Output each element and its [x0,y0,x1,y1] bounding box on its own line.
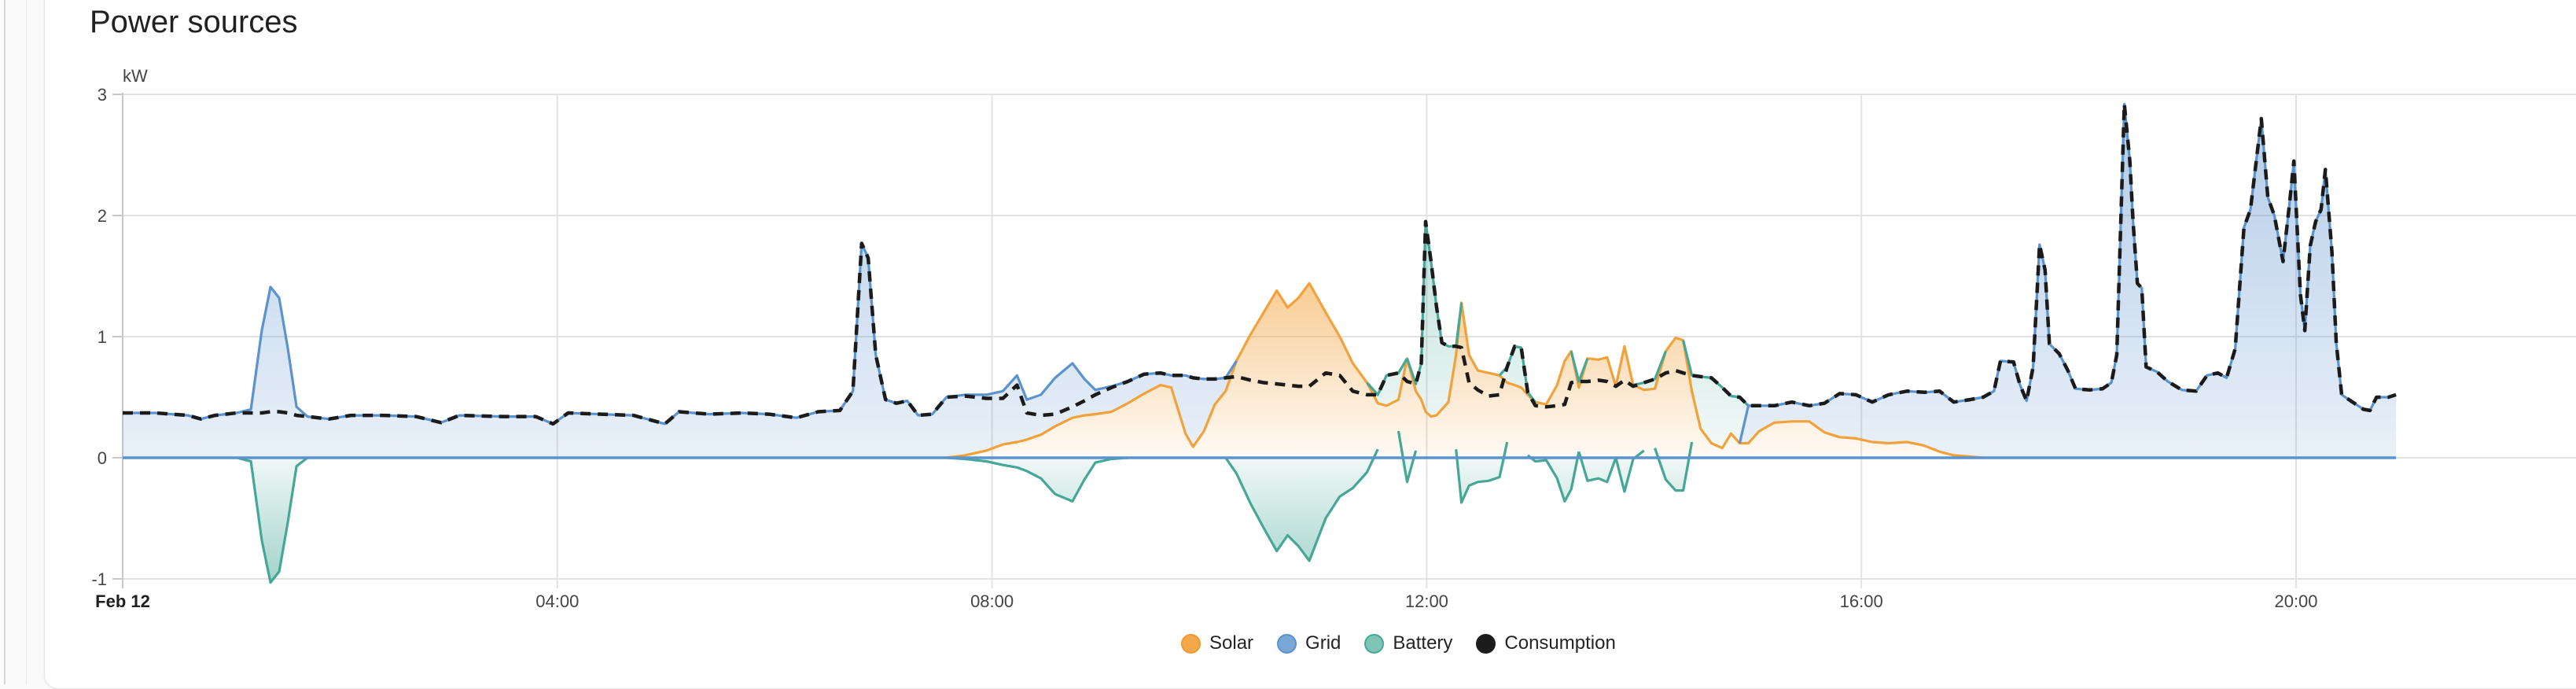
solar-area [123,283,2397,458]
solar-line [946,282,1984,459]
vertical-gridlines [556,94,2297,588]
y-tick-label: -1 [91,569,107,589]
x-axis-labels: 04:00 08:00 12:00 16:00 20:00 Feb 12 [95,591,2317,611]
y-tick-label: 3 [98,85,107,105]
y-axis-labels: 3 2 1 0 -1 [91,85,107,589]
left-divider [4,0,6,684]
x-tick-label: 20:00 [2274,591,2317,611]
solar-legend-dot-icon [1181,633,1201,654]
page-left-edge [0,0,4,684]
consumption-line [123,102,2397,426]
y-tick-label: 0 [98,448,107,468]
x-tick-label: 16:00 [1840,591,1883,611]
left-divider-faint [26,0,27,684]
horizontal-gridlines [123,94,2576,580]
legend-label: Battery [1393,632,1453,654]
y-axis-unit-label: kW [123,66,148,86]
battery-legend-dot-icon [1364,633,1385,654]
chart-legend: Solar Grid Battery Consumption [1181,632,1616,654]
legend-item-grid[interactable]: Grid [1277,632,1341,654]
page-title: Power sources [90,5,298,39]
grid-legend-dot-icon [1277,633,1297,654]
x-tick-label: 12:00 [1405,591,1448,611]
legend-label: Grid [1305,632,1341,654]
x-tick-label: 08:00 [970,591,1014,611]
legend-item-consumption[interactable]: Consumption [1476,632,1616,654]
x-axis-date-label: Feb 12 [95,591,150,611]
legend-label: Solar [1209,632,1254,654]
grid-area [123,104,2397,459]
legend-item-solar[interactable]: Solar [1181,632,1253,654]
y-tick-label: 2 [98,206,107,226]
battery-charge-area [123,458,2397,583]
grid-line [123,102,2397,444]
x-tick-label: 04:00 [535,591,579,611]
y-tick-label: 1 [98,327,107,347]
consumption-legend-dot-icon [1476,633,1496,654]
legend-item-battery[interactable]: Battery [1364,632,1452,654]
legend-label: Consumption [1504,632,1616,654]
axis-lines [112,93,123,588]
